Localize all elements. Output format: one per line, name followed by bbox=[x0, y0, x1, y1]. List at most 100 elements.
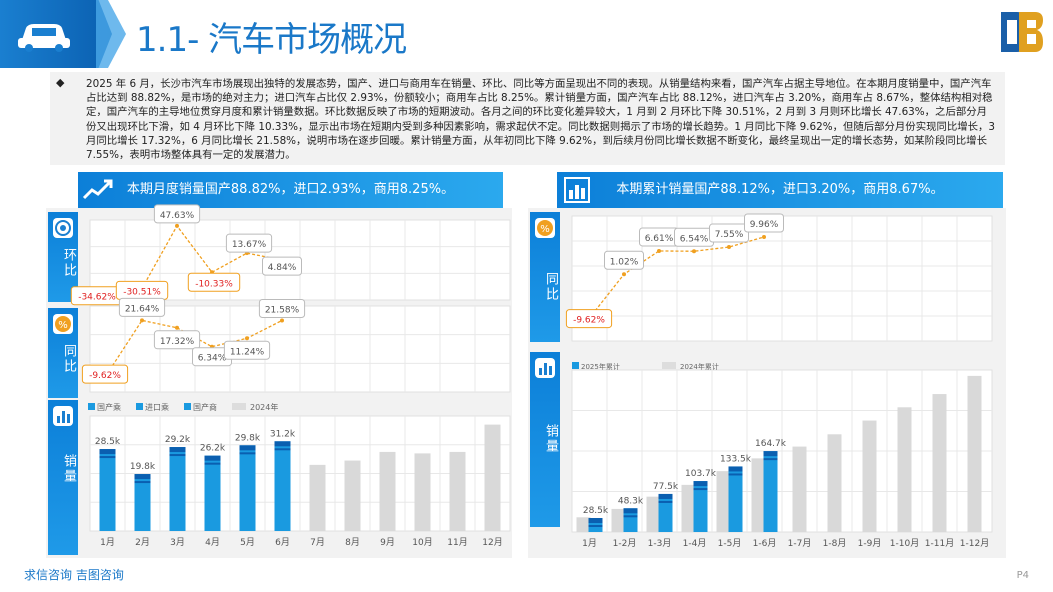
bar-cap bbox=[693, 481, 708, 487]
side-label-yoy-cum: 同比 bbox=[543, 272, 558, 302]
page-header: 1.1- 汽车市场概况 bbox=[0, 0, 1053, 70]
x-tick-label: 1-2月 bbox=[613, 538, 637, 549]
bar-prev bbox=[484, 424, 501, 531]
intro-text: 2025 年 6 月，长沙市汽车市场展现出独特的发展态势，国产、进口与商用车在销… bbox=[86, 78, 996, 162]
side-label-sales: 销量 bbox=[61, 454, 76, 484]
bar-value-label: 29.8k bbox=[235, 433, 261, 443]
x-tick-label: 8月 bbox=[345, 537, 360, 548]
bar-cap bbox=[169, 447, 186, 453]
data-point bbox=[245, 336, 249, 341]
bar-cap bbox=[204, 455, 221, 461]
side-label-yoy: 同比 bbox=[61, 344, 76, 374]
left-band-text: 本期月度销量国产88.82%，进口2.93%，商用8.25%。 bbox=[126, 182, 455, 197]
bar-cap bbox=[763, 451, 778, 457]
bar-cap bbox=[728, 466, 743, 472]
legend-label: 2025年累计 bbox=[581, 362, 620, 371]
bar-prev bbox=[751, 458, 766, 532]
brand-logo-icon bbox=[1001, 12, 1043, 52]
x-tick-label: 1-3月 bbox=[648, 538, 672, 549]
page-number: P4 bbox=[1016, 570, 1029, 581]
side-box-sales-cum: 销量 bbox=[530, 352, 560, 527]
bar-prev bbox=[414, 453, 431, 531]
side-box-sales: 销量 bbox=[48, 400, 78, 555]
bar-prev bbox=[344, 460, 361, 531]
bar-band bbox=[658, 500, 673, 503]
x-tick-label: 9月 bbox=[380, 537, 395, 548]
bullet-icon: ◆ bbox=[56, 76, 65, 89]
bar-cap bbox=[623, 508, 638, 514]
cum-yoy-line-chart: -9.62% 1.02% 6.61% 6.54% 7.55% 9.96% bbox=[565, 213, 993, 342]
bar-prev bbox=[897, 407, 912, 532]
bar-value-label: 26.2k bbox=[200, 444, 226, 454]
x-tick-label: 3月 bbox=[170, 537, 185, 548]
bar-prev bbox=[681, 484, 696, 532]
data-label-box bbox=[118, 297, 166, 317]
legend-swatch bbox=[662, 362, 676, 369]
data-point bbox=[762, 235, 766, 239]
right-summary-band: 本期累计销量国产88.12%，进口3.20%，商用8.67%。 bbox=[557, 172, 1003, 208]
bar-band bbox=[134, 481, 151, 484]
footer-link[interactable]: 求信咨询 吉图咨询 bbox=[24, 568, 124, 582]
trend-icon bbox=[82, 179, 113, 200]
data-label: -34.62% bbox=[78, 293, 116, 303]
data-label: 4.84% bbox=[268, 263, 297, 273]
bar-value-label: 28.5k bbox=[583, 506, 609, 516]
x-tick-label: 1-12月 bbox=[960, 538, 989, 549]
bar-chart-icon bbox=[564, 177, 590, 203]
bar-band bbox=[274, 448, 291, 451]
data-label-box bbox=[187, 272, 241, 292]
bar-current bbox=[728, 466, 743, 532]
bar-value-label: 77.5k bbox=[653, 482, 679, 492]
bar-band bbox=[728, 473, 743, 476]
data-label: 1.02% bbox=[610, 257, 639, 267]
svg-text:%: % bbox=[540, 224, 550, 235]
x-tick-label: 7月 bbox=[310, 537, 325, 548]
data-point bbox=[175, 223, 179, 228]
target-icon bbox=[53, 218, 73, 238]
bar-band bbox=[239, 452, 256, 455]
side-label-sales-cum: 销量 bbox=[543, 424, 558, 454]
bar-cap bbox=[239, 445, 256, 451]
x-tick-label: 4月 bbox=[205, 537, 220, 548]
data-point bbox=[657, 248, 661, 253]
data-label: 6.34% bbox=[198, 354, 227, 364]
data-label: 47.63% bbox=[160, 211, 195, 221]
bar-prev bbox=[309, 464, 326, 531]
left-summary-band: 本期月度销量国产88.82%，进口2.93%，商用8.25%。 bbox=[78, 172, 503, 208]
x-tick-label: 1-5月 bbox=[718, 538, 742, 549]
data-label-box bbox=[709, 223, 749, 243]
data-label-box bbox=[223, 340, 271, 360]
bar-value-label: 28.5k bbox=[95, 437, 121, 447]
data-point bbox=[692, 249, 696, 254]
bar-value-label: 19.8k bbox=[130, 462, 156, 472]
data-label: 6.54% bbox=[680, 234, 709, 244]
bar-value-label: 29.2k bbox=[165, 435, 191, 445]
bar-current bbox=[274, 441, 291, 531]
bar-cap bbox=[99, 449, 116, 455]
data-label-box bbox=[604, 250, 644, 270]
x-tick-label: 11月 bbox=[447, 537, 467, 548]
series-line bbox=[106, 319, 283, 375]
bar-value-label: 164.7k bbox=[755, 439, 787, 449]
bar-current bbox=[763, 451, 778, 532]
x-tick-label: 1-11月 bbox=[925, 538, 954, 549]
bar-band bbox=[623, 515, 638, 518]
data-label-box bbox=[225, 233, 273, 253]
bar-prev bbox=[646, 496, 661, 532]
data-label: -30.51% bbox=[123, 287, 161, 297]
data-label-box bbox=[258, 298, 306, 318]
data-label: 13.67% bbox=[232, 240, 267, 250]
legend-swatch bbox=[232, 403, 246, 410]
data-label: 21.58% bbox=[265, 305, 300, 315]
legend-swatch bbox=[184, 403, 191, 410]
x-tick-label: 1月 bbox=[582, 538, 597, 549]
svg-text:%: % bbox=[58, 320, 68, 331]
bar-band bbox=[693, 488, 708, 491]
bar-prev bbox=[792, 446, 807, 532]
bar-band bbox=[763, 458, 778, 461]
data-point bbox=[622, 272, 626, 277]
sales-chart-icon bbox=[53, 406, 73, 426]
x-tick-label: 6月 bbox=[275, 537, 290, 548]
x-tick-label: 2月 bbox=[135, 537, 150, 548]
side-label-mom: 环比 bbox=[61, 248, 76, 278]
